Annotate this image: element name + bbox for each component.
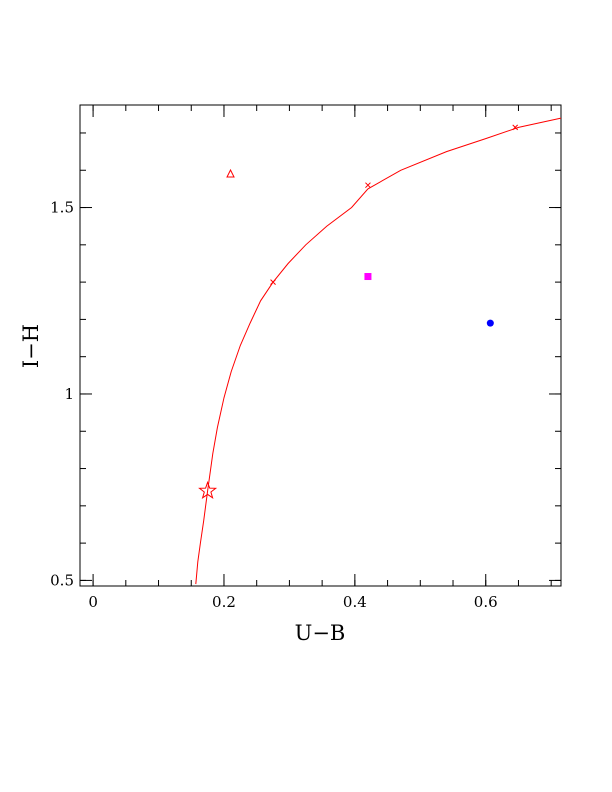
y-tick-label: 1.5 (50, 199, 74, 217)
star-marker (198, 480, 218, 499)
triangle-marker (226, 168, 235, 178)
square-marker (364, 273, 372, 281)
x-tick-label: 0.4 (343, 593, 367, 611)
data-markers (198, 124, 519, 499)
cross-marker (512, 124, 519, 131)
y-axis-title: I−H (19, 324, 43, 368)
x-tick-label: 0.6 (474, 593, 498, 611)
x-axis-title: U−B (295, 621, 346, 645)
plot-frame (79, 104, 562, 587)
axis-ticks (80, 105, 561, 586)
axis-tick-labels: 0 0.2 0.4 0.6 0.5 1 1.5 (50, 199, 498, 611)
x-tick-label: 0.2 (212, 593, 236, 611)
model-curve (195, 117, 562, 585)
y-tick-label: 1 (64, 385, 74, 403)
cross-marker (270, 279, 276, 285)
x-tick-label: 0 (88, 593, 98, 611)
circle-marker (486, 319, 494, 327)
y-tick-label: 0.5 (50, 571, 74, 589)
cross-marker (365, 182, 371, 189)
